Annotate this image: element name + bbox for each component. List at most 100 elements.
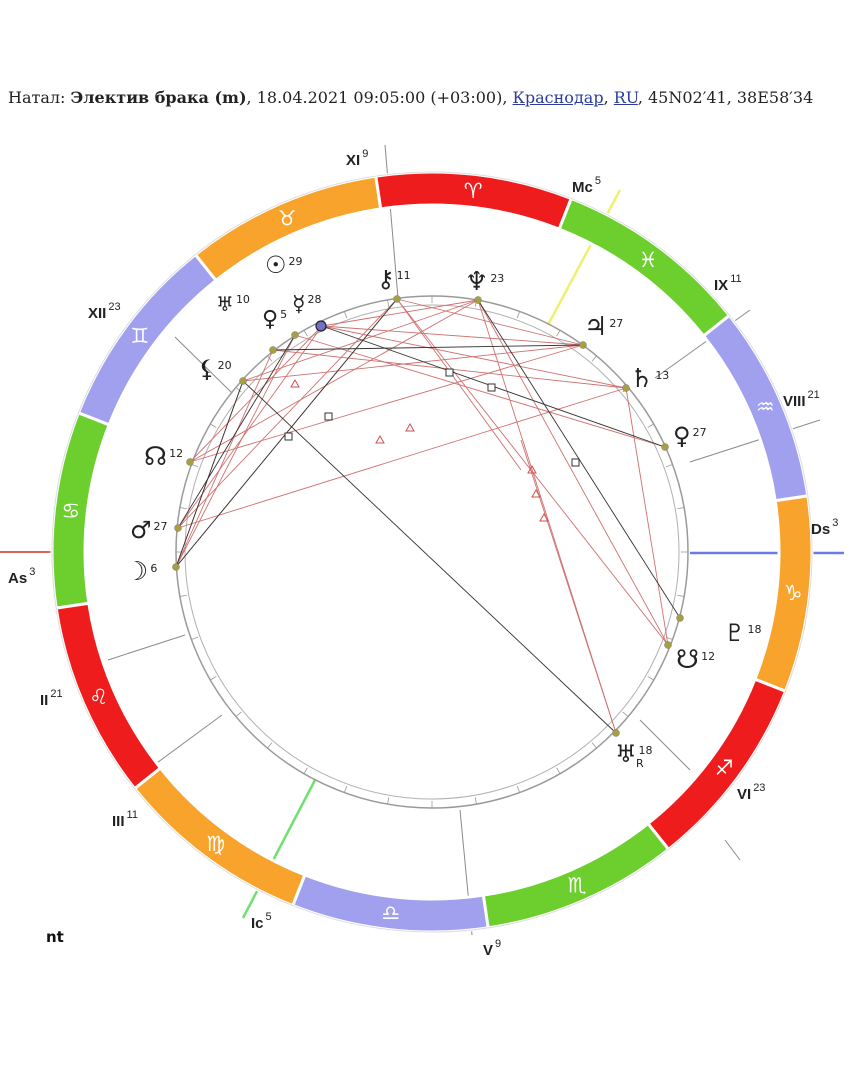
degree-tick bbox=[665, 464, 673, 468]
chart-header: Натал: Электив брака (m), 18.04.2021 09:… bbox=[8, 88, 813, 107]
degree-tick bbox=[516, 311, 520, 319]
moon-icon-glyph: ☽ bbox=[125, 557, 148, 587]
chiron-icon-glyph: ⚷ bbox=[377, 265, 395, 293]
neptune-icon: ♆ 23 bbox=[465, 267, 504, 297]
descendant-label-glyph: Ds bbox=[811, 521, 830, 538]
aspect-lines-black bbox=[175, 298, 681, 734]
mercury-icon-glyph: ☿ bbox=[292, 292, 306, 317]
inner-circle-inner bbox=[184, 304, 680, 800]
house-label-iii-glyph: III bbox=[112, 813, 125, 830]
south-node-icon-degree: 12 bbox=[701, 650, 715, 663]
square-aspect-markers bbox=[284, 368, 580, 467]
jupiter-icon-glyph: ♃ bbox=[584, 312, 607, 342]
degree-tick bbox=[591, 355, 597, 362]
degree-tick bbox=[677, 507, 685, 510]
degree-tick bbox=[344, 785, 348, 793]
degree-tick bbox=[387, 797, 390, 805]
mc-axis-line bbox=[546, 189, 622, 326]
degree-tick bbox=[556, 330, 561, 337]
sun-icon-degree: 29 bbox=[289, 255, 303, 268]
mercury-icon: ☿ 28 bbox=[292, 292, 322, 317]
sun-icon: ☉ 29 bbox=[265, 251, 303, 279]
degree-tick bbox=[677, 594, 685, 597]
degree-tick bbox=[591, 742, 597, 749]
ic-label-degree: 5 bbox=[266, 911, 272, 923]
trine-aspect-markers bbox=[290, 378, 549, 522]
house-cusp-lines bbox=[107, 144, 821, 936]
degree-tick bbox=[556, 767, 561, 774]
chart-name: Электив брака (m) bbox=[70, 88, 247, 107]
sun-point bbox=[315, 320, 327, 332]
degree-tick bbox=[191, 464, 199, 468]
sagittarius-sign-icon: ♐ bbox=[715, 756, 734, 780]
house-label-xi-degree: 9 bbox=[362, 148, 368, 160]
selena-icon: ♀ 27 bbox=[673, 422, 707, 450]
degree-tick bbox=[303, 767, 308, 774]
lilith-icon: ⚸ 20 bbox=[198, 355, 232, 383]
house-label-ix: IX 11 bbox=[714, 273, 742, 294]
house-label-xii: XII 23 bbox=[88, 301, 121, 322]
north-node-icon-degree: 12 bbox=[169, 447, 183, 460]
city-link[interactable]: Краснодар bbox=[512, 88, 604, 107]
descendant-label: Ds 3 bbox=[811, 517, 838, 538]
gemini-sign-icon: ♊ bbox=[130, 324, 149, 348]
degree-tick bbox=[179, 507, 187, 510]
degree-tick bbox=[267, 742, 273, 749]
selena-icon-degree: 27 bbox=[693, 426, 707, 439]
house-label-xii-glyph: XII bbox=[88, 305, 106, 322]
degree-tick bbox=[179, 594, 187, 597]
degree-tick bbox=[191, 636, 199, 640]
pisces-sign-icon: ♓ bbox=[639, 248, 658, 272]
mars-icon-glyph: ♂ bbox=[130, 516, 152, 544]
pluto-icon: ♇ 18 bbox=[724, 619, 762, 647]
selena-icon-glyph: ♀ bbox=[673, 422, 691, 450]
lilith-icon-degree: 20 bbox=[218, 359, 232, 372]
uranus-r-icon-retro: R bbox=[636, 757, 644, 770]
uranus-icon: ♅ 10 bbox=[216, 292, 250, 316]
uranus-r-icon: ♅ 18 R bbox=[615, 740, 653, 770]
degree-tick bbox=[235, 711, 242, 717]
ring-outline bbox=[51, 171, 813, 933]
house-label-v-glyph: V bbox=[483, 942, 493, 959]
north-node-icon-glyph: ☊ bbox=[144, 442, 167, 472]
header-datetime: , 18.04.2021 09:05:00 (+03:00), bbox=[246, 88, 513, 107]
house-label-ii: II 21 bbox=[40, 688, 63, 709]
uranus-icon-degree: 10 bbox=[236, 293, 250, 306]
neptune-icon-degree: 23 bbox=[490, 272, 504, 285]
mc-label: Mc 5 bbox=[572, 175, 601, 196]
pluto-icon-glyph: ♇ bbox=[724, 619, 746, 647]
pluto-icon-degree: 18 bbox=[748, 623, 762, 636]
house-label-xi: XI 9 bbox=[346, 148, 368, 169]
house-label-v-degree: 9 bbox=[495, 938, 501, 950]
moon-icon: ☽ 6 bbox=[125, 557, 157, 587]
house-label-xi-glyph: XI bbox=[346, 152, 360, 169]
house-label-ii-glyph: II bbox=[40, 692, 48, 709]
house-label-ix-glyph: IX bbox=[714, 277, 728, 294]
south-node-icon-glyph: ☋ bbox=[676, 645, 699, 675]
country-link[interactable]: RU bbox=[613, 88, 638, 107]
ascendant-label-degree: 3 bbox=[29, 566, 35, 578]
house-label-viii: VIII 21 bbox=[783, 389, 820, 410]
chiron-icon-degree: 11 bbox=[397, 269, 411, 282]
zodiac-ring: ♋ ♊ ♉ ♈ ♓ ♒ ♑ ♐ ♏ ♎ ♍ ♌ bbox=[50, 170, 814, 934]
jupiter-icon: ♃ 27 bbox=[584, 312, 623, 342]
mc-label-degree: 5 bbox=[595, 175, 601, 187]
house-label-viii-glyph: VIII bbox=[783, 393, 806, 410]
degree-tick bbox=[210, 676, 217, 681]
venus-icon: ♀ 5 bbox=[262, 307, 287, 332]
degree-tick bbox=[647, 676, 654, 681]
south-node-icon: ☋ 12 bbox=[676, 645, 715, 675]
north-node-icon: ☊ 12 bbox=[144, 442, 183, 472]
ascendant-label-glyph: As bbox=[8, 570, 27, 587]
degree-tick bbox=[622, 711, 629, 717]
degree-tick bbox=[387, 299, 390, 307]
lilith-icon-glyph: ⚸ bbox=[198, 355, 216, 383]
ic-label-glyph: Ic bbox=[251, 915, 264, 932]
neptune-icon-glyph: ♆ bbox=[465, 267, 488, 297]
sun-icon-glyph: ☉ bbox=[265, 251, 287, 279]
degree-tick bbox=[267, 355, 273, 362]
house-label-ii-degree: 21 bbox=[50, 688, 62, 700]
mercury-icon-degree: 28 bbox=[308, 293, 322, 306]
